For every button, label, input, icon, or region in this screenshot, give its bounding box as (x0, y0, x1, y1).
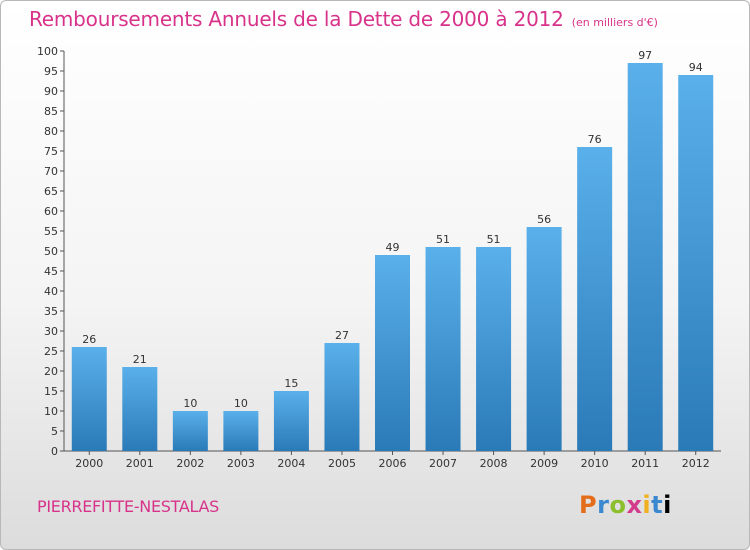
y-tick-label: 85 (44, 105, 58, 118)
y-tick-label: 30 (44, 325, 58, 338)
x-tick-label: 2002 (176, 457, 204, 470)
data-labels: 26 21 10 10 15 27 49 51 51 56 76 97 94 (82, 49, 702, 410)
bar (526, 227, 562, 451)
chart-unit: (en milliers d'€) (571, 16, 658, 29)
x-tick-label: 2009 (530, 457, 558, 470)
logo-letter: P (579, 491, 598, 519)
y-tick-label: 100 (37, 45, 58, 58)
bar (627, 63, 663, 451)
logo-letter: i (642, 491, 652, 519)
x-tick-label: 2001 (126, 457, 154, 470)
y-tick-label: 45 (44, 265, 58, 278)
data-label: 10 (234, 397, 248, 410)
y-tick-label: 90 (44, 85, 58, 98)
bars (71, 63, 714, 451)
bar (375, 255, 410, 451)
x-tick-label: 2000 (75, 457, 103, 470)
logo-letter: x (626, 491, 643, 519)
y-tick-label: 25 (44, 345, 58, 358)
data-label: 51 (487, 233, 501, 246)
x-tick-label: 2006 (379, 457, 407, 470)
y-tick-label: 75 (44, 145, 58, 158)
bar (273, 391, 309, 451)
data-label: 56 (537, 213, 551, 226)
commune-name: PIERREFITTE-NESTALAS (37, 497, 219, 516)
data-label: 97 (638, 49, 652, 62)
y-tick-label: 55 (44, 225, 58, 238)
y-tick-label: 10 (44, 405, 58, 418)
chart-title-text: Remboursements Annuels de la Dette de 20… (29, 7, 564, 31)
x-tick-label: 2005 (328, 457, 356, 470)
bar (71, 347, 107, 451)
data-label: 27 (335, 329, 349, 342)
x-tick-label: 2007 (429, 457, 457, 470)
y-tick-label: 60 (44, 205, 58, 218)
data-label: 49 (386, 241, 400, 254)
y-tick-label: 5 (51, 425, 58, 438)
bar (577, 147, 613, 451)
chart-title: Remboursements Annuels de la Dette de 20… (29, 7, 658, 31)
y-tick-label: 35 (44, 305, 58, 318)
data-label: 76 (588, 133, 602, 146)
y-tick-label: 95 (44, 65, 58, 78)
data-label: 10 (183, 397, 197, 410)
y-tick-label: 50 (44, 245, 58, 258)
y-tick-label: 65 (44, 185, 58, 198)
y-tick-label: 40 (44, 285, 58, 298)
proxiti-logo: Proxiti (579, 491, 672, 519)
bar (223, 411, 259, 451)
x-tick-label: 2003 (227, 457, 255, 470)
data-label: 15 (284, 377, 298, 390)
y-axis: 0 5 10 15 20 25 30 35 40 45 50 55 60 65 70 75 80 85 90 95 10… (37, 45, 65, 458)
y-tick-label: 0 (51, 445, 58, 458)
bar (425, 247, 461, 451)
y-tick-label: 20 (44, 365, 58, 378)
x-tick-label: 2011 (631, 457, 659, 470)
logo-letter: r (597, 491, 610, 519)
logo-letter: i (663, 491, 672, 519)
y-tick-label: 70 (44, 165, 58, 178)
bar (122, 367, 158, 451)
x-tick-label: 2012 (682, 457, 710, 470)
x-tick-label: 2004 (277, 457, 305, 470)
data-label: 51 (436, 233, 450, 246)
y-tick-label: 15 (44, 385, 58, 398)
bar (172, 411, 208, 451)
bar (476, 247, 512, 451)
bar (324, 343, 360, 451)
bar (678, 75, 714, 451)
x-axis: 2000 2001 2002 2003 2004 2005 2006 2007 2008 2009… (64, 450, 721, 470)
logo-letter: o (609, 491, 627, 519)
x-tick-label: 2010 (581, 457, 609, 470)
y-tick-label: 80 (44, 125, 58, 138)
data-label: 21 (133, 353, 147, 366)
logo-letter: t (651, 491, 664, 519)
data-label: 26 (82, 333, 96, 346)
data-label: 94 (689, 61, 703, 74)
x-tick-label: 2008 (480, 457, 508, 470)
